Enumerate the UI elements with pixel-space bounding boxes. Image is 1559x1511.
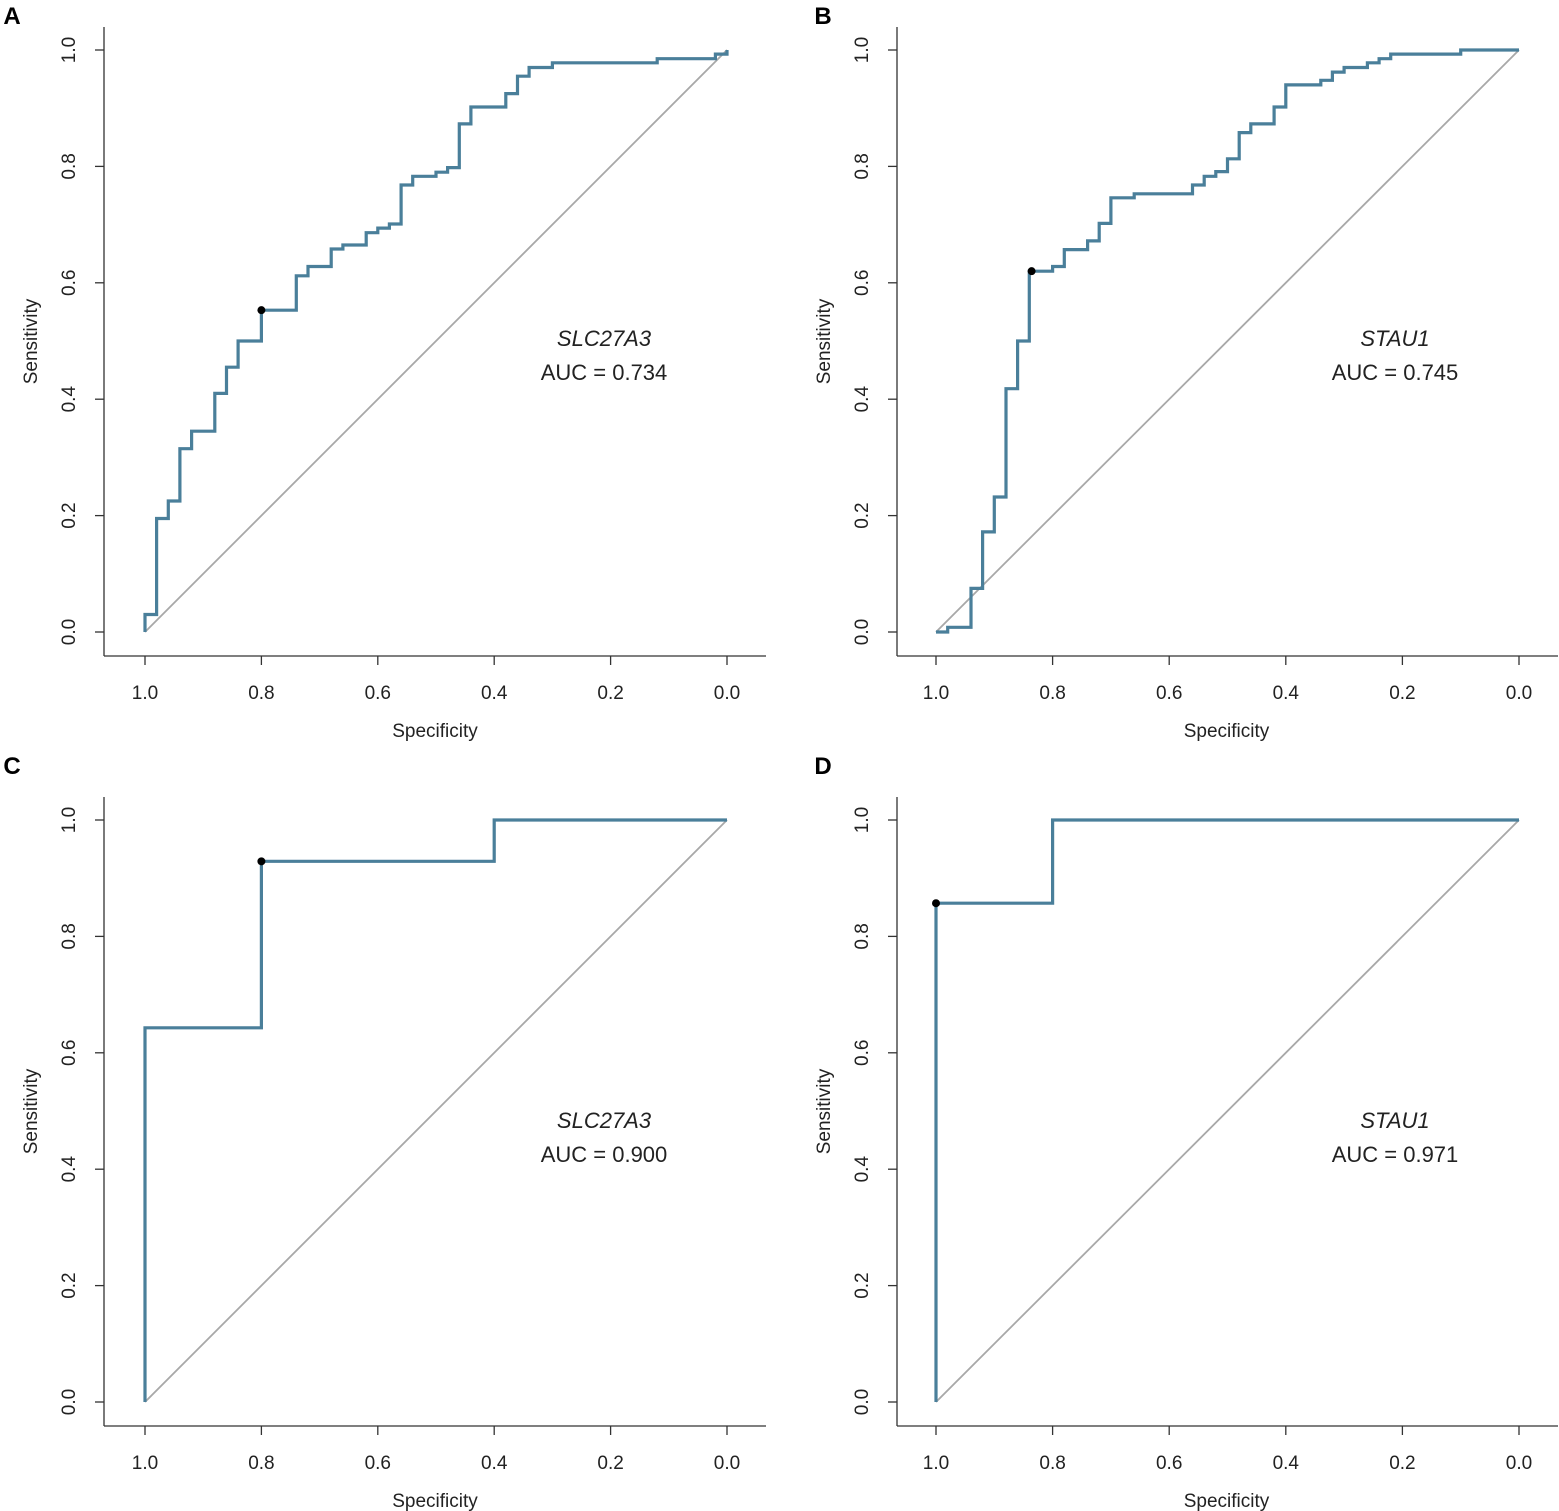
auc-label: AUC = 0.734 (541, 360, 668, 385)
panel-letter: B (814, 3, 831, 30)
x-axis-title: Specificity (1184, 721, 1270, 742)
x-tick-label: 0.2 (1389, 1453, 1415, 1474)
gene-label: STAU1 (1360, 326, 1429, 351)
roc-curve (934, 818, 1519, 1402)
x-tick-label: 1.0 (923, 1453, 949, 1474)
x-tick-label: 0.4 (481, 683, 508, 704)
x-tick-label: 0.0 (714, 1453, 740, 1474)
y-axis-title: Sensitivity (814, 1068, 835, 1154)
x-axis-title: Specificity (1184, 1491, 1270, 1511)
x-tick-label: 0.6 (1156, 683, 1182, 704)
x-tick-label: 0.0 (1506, 1453, 1532, 1474)
y-tick-label: 0.6 (59, 1040, 80, 1066)
y-tick-label: 0.8 (59, 923, 80, 949)
x-tick-label: 0.2 (597, 1453, 623, 1474)
y-tick-label: 0.4 (852, 386, 873, 413)
x-tick-label: 1.0 (923, 683, 949, 704)
y-tick-label: 0.6 (852, 1040, 873, 1066)
roc-panel-c: C 1.0 0.8 0.6 0.4 0.2 0.0 0.0 0.2 0.4 0.6 0.8 1.0 Spe… (3, 753, 766, 1511)
roc-panel-b: B 1.0 0.8 0.6 0.4 0.2 0.0 0.0 0.2 0.4 0.6 0.8 1.0 Spe… (814, 3, 1558, 742)
y-axis-title: Sensitivity (814, 298, 835, 384)
y-tick-label: 0.6 (852, 270, 873, 296)
y-tick-label: 0.2 (852, 502, 873, 528)
x-tick-label: 0.0 (1506, 683, 1532, 704)
y-tick-label: 1.0 (852, 37, 873, 63)
y-tick-label: 0.0 (59, 619, 80, 645)
x-tick-label: 0.4 (1273, 1453, 1300, 1474)
y-tick-label: 0.2 (852, 1272, 873, 1298)
y-tick-label: 0.8 (852, 923, 873, 949)
y-tick-label: 0.8 (852, 153, 873, 179)
y-tick-label: 0.2 (59, 1272, 80, 1298)
y-tick-label: 0.4 (852, 1156, 873, 1183)
y-tick-label: 0.0 (852, 1389, 873, 1415)
y-tick-label: 0.4 (59, 386, 80, 413)
x-tick-label: 0.2 (1389, 683, 1415, 704)
y-tick-label: 0.2 (59, 502, 80, 528)
y-tick-label: 1.0 (59, 37, 80, 63)
y-tick-label: 0.6 (59, 270, 80, 296)
roc-panel-a: A 1.0 0.8 0.6 0.4 0.2 0.0 0.0 0.2 0.4 0.6 0.8 1.0 Spe… (3, 3, 766, 742)
y-tick-label: 0.4 (59, 1156, 80, 1183)
y-tick-label: 1.0 (59, 807, 80, 833)
auc-label: AUC = 0.971 (1332, 1142, 1459, 1167)
reference-diagonal (144, 819, 728, 1403)
x-tick-label: 0.8 (248, 1453, 274, 1474)
y-tick-label: 0.0 (59, 1389, 80, 1415)
x-tick-label: 1.0 (132, 1453, 158, 1474)
x-tick-label: 0.6 (1156, 1453, 1182, 1474)
panel-letter: D (814, 753, 831, 780)
x-tick-label: 0.6 (365, 1453, 391, 1474)
auc-label: AUC = 0.745 (1332, 360, 1459, 385)
x-tick-label: 0.4 (1273, 683, 1300, 704)
x-tick-label: 1.0 (132, 683, 158, 704)
gene-label: SLC27A3 (557, 326, 652, 351)
x-tick-label: 0.8 (1039, 683, 1065, 704)
panel-letter: A (3, 3, 20, 30)
x-tick-label: 0.6 (365, 683, 391, 704)
auc-label: AUC = 0.900 (541, 1142, 668, 1167)
gene-label: STAU1 (1360, 1108, 1429, 1133)
reference-diagonal (144, 49, 728, 633)
x-tick-label: 0.0 (714, 683, 740, 704)
x-axis-title: Specificity (392, 1491, 478, 1511)
optimal-cutoff-point (1027, 267, 1036, 276)
roc-curve (936, 48, 1519, 634)
optimal-cutoff-point (257, 857, 266, 866)
x-tick-label: 0.8 (1039, 1453, 1065, 1474)
panel-letter: C (3, 753, 20, 780)
x-tick-label: 0.2 (597, 683, 623, 704)
reference-diagonal (935, 49, 1520, 633)
y-axis-title: Sensitivity (21, 1068, 42, 1154)
optimal-cutoff-point (932, 899, 940, 908)
x-tick-label: 0.8 (248, 683, 274, 704)
x-axis-title: Specificity (392, 721, 478, 742)
gene-label: SLC27A3 (557, 1108, 652, 1133)
y-tick-label: 1.0 (852, 807, 873, 833)
roc-panel-d: D 1.0 0.8 0.6 0.4 0.2 0.0 0.0 0.2 0.4 0.6 0.8 1.0 Spe… (814, 753, 1558, 1511)
y-tick-label: 0.0 (852, 619, 873, 645)
y-tick-label: 0.8 (59, 153, 80, 179)
y-axis-title: Sensitivity (21, 298, 42, 384)
reference-diagonal (935, 819, 1520, 1403)
optimal-cutoff-point (257, 306, 266, 315)
roc-curve (143, 50, 729, 632)
x-tick-label: 0.4 (481, 1453, 508, 1474)
